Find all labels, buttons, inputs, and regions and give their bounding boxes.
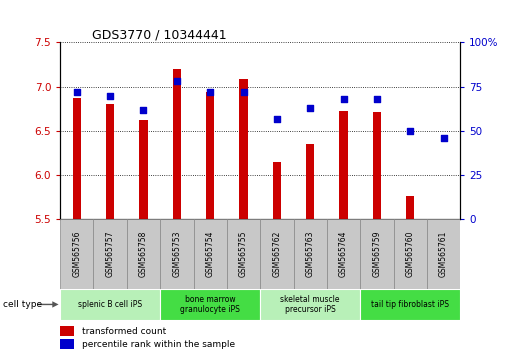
Bar (394, 219, 427, 289)
Text: GSM565761: GSM565761 (439, 231, 448, 277)
Bar (260, 219, 293, 289)
Bar (127, 219, 160, 289)
Text: GSM565754: GSM565754 (206, 231, 214, 277)
Bar (360, 289, 460, 320)
Text: GSM565757: GSM565757 (106, 231, 115, 277)
Text: GDS3770 / 10344441: GDS3770 / 10344441 (92, 28, 227, 41)
Bar (60, 219, 94, 289)
Text: GSM565764: GSM565764 (339, 231, 348, 277)
Text: GSM565755: GSM565755 (239, 231, 248, 277)
Bar (60, 289, 160, 320)
Point (306, 105, 314, 111)
Point (106, 93, 115, 98)
Bar (94, 219, 127, 289)
Point (439, 135, 448, 141)
Bar (60, 326, 74, 336)
Bar (293, 219, 327, 289)
Bar (327, 219, 360, 289)
Bar (73, 98, 81, 219)
Text: GSM565763: GSM565763 (306, 231, 315, 277)
Bar (240, 79, 248, 219)
Bar (160, 289, 260, 320)
Text: transformed count: transformed count (82, 327, 166, 336)
Text: GSM565758: GSM565758 (139, 231, 148, 277)
Text: GSM565762: GSM565762 (272, 231, 281, 277)
Bar (227, 219, 260, 289)
Bar (339, 110, 348, 219)
Text: percentile rank within the sample: percentile rank within the sample (82, 339, 235, 349)
Point (406, 128, 414, 134)
Point (272, 116, 281, 121)
Text: cell type: cell type (3, 300, 42, 309)
Bar (260, 289, 360, 320)
Bar (306, 144, 314, 219)
Bar (194, 219, 227, 289)
Point (139, 107, 147, 113)
Point (73, 89, 81, 95)
Text: GSM565760: GSM565760 (406, 231, 415, 277)
Bar (427, 219, 460, 289)
Bar (272, 162, 281, 219)
Text: GSM565756: GSM565756 (72, 231, 81, 277)
Bar (360, 219, 393, 289)
Bar (160, 219, 194, 289)
Point (173, 79, 181, 84)
Text: tail tip fibroblast iPS: tail tip fibroblast iPS (371, 300, 449, 309)
Bar (206, 92, 214, 219)
Text: skeletal muscle
precursor iPS: skeletal muscle precursor iPS (280, 295, 340, 314)
Point (206, 89, 214, 95)
Text: splenic B cell iPS: splenic B cell iPS (78, 300, 142, 309)
Bar (173, 69, 181, 219)
Bar (373, 112, 381, 219)
Point (373, 96, 381, 102)
Text: GSM565759: GSM565759 (372, 231, 381, 277)
Bar (60, 339, 74, 349)
Bar (139, 120, 147, 219)
Point (339, 96, 348, 102)
Point (240, 89, 248, 95)
Text: GSM565753: GSM565753 (173, 231, 181, 277)
Text: bone marrow
granulocyte iPS: bone marrow granulocyte iPS (180, 295, 240, 314)
Bar (406, 196, 414, 219)
Bar (106, 104, 115, 219)
